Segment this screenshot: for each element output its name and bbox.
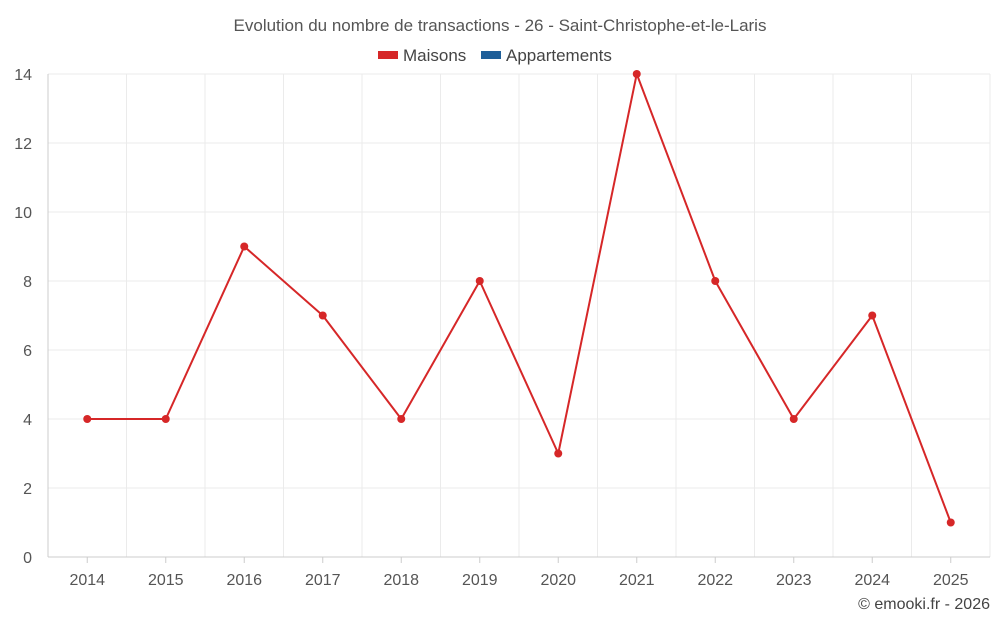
data-point-maisons-2015[interactable] [161, 415, 170, 423]
data-point-maisons-2021[interactable] [632, 70, 641, 78]
data-point-maisons-2025[interactable] [946, 518, 955, 527]
y-tick-label: 2 [23, 481, 32, 498]
data-point-maisons-2016[interactable] [240, 242, 249, 251]
x-tick-label: 2024 [854, 572, 890, 589]
legend-label-maisons: Maisons [403, 46, 466, 65]
chart-title: Evolution du nombre de transactions - 26… [234, 16, 767, 35]
data-point-maisons-2022[interactable] [711, 277, 720, 285]
data-point-maisons-2020[interactable] [554, 449, 563, 458]
legend: Maisons Appartements [378, 46, 612, 65]
legend-label-appartements: Appartements [506, 46, 612, 65]
y-axis: 0 2 4 6 8 10 12 14 [14, 67, 49, 567]
data-point-maisons-2024[interactable] [868, 311, 877, 320]
data-point-maisons-2023[interactable] [789, 415, 798, 423]
x-tick-label: 2015 [148, 572, 184, 589]
y-tick-label: 10 [14, 205, 32, 222]
x-tick-label: 2023 [776, 572, 812, 589]
series-line-maisons [87, 73, 952, 523]
x-tick-label: 2017 [305, 572, 341, 589]
x-tick-label: 2021 [619, 572, 655, 589]
series-layer [83, 70, 955, 527]
x-axis: 2014 2015 2016 2017 2018 2019 2020 2021 2022 2023… [48, 556, 990, 589]
x-tick-label: 2020 [540, 572, 576, 589]
legend-item-appartements[interactable]: Appartements [481, 46, 612, 65]
x-tick-label: 2016 [226, 572, 262, 589]
y-tick-label: 12 [14, 136, 32, 153]
x-tick-label: 2022 [697, 572, 733, 589]
data-point-maisons-2019[interactable] [475, 277, 484, 285]
data-point-maisons-2014[interactable] [83, 415, 92, 423]
legend-swatch-maisons [378, 51, 398, 59]
credit-text: © emooki.fr - 2026 [858, 596, 990, 613]
data-point-maisons-2017[interactable] [318, 311, 327, 320]
data-point-maisons-2018[interactable] [397, 415, 406, 423]
x-tick-label: 2025 [933, 572, 969, 589]
legend-swatch-appartements [481, 51, 501, 59]
x-tick-label: 2014 [69, 572, 105, 589]
y-tick-label: 8 [23, 274, 32, 291]
y-tick-label: 6 [23, 343, 32, 360]
x-tick-label: 2019 [462, 572, 498, 589]
y-tick-label: 0 [23, 550, 32, 567]
gridlines [48, 73, 991, 557]
y-tick-label: 14 [14, 67, 32, 84]
y-tick-label: 4 [23, 412, 32, 429]
legend-item-maisons[interactable]: Maisons [378, 46, 466, 65]
x-tick-label: 2018 [383, 572, 419, 589]
